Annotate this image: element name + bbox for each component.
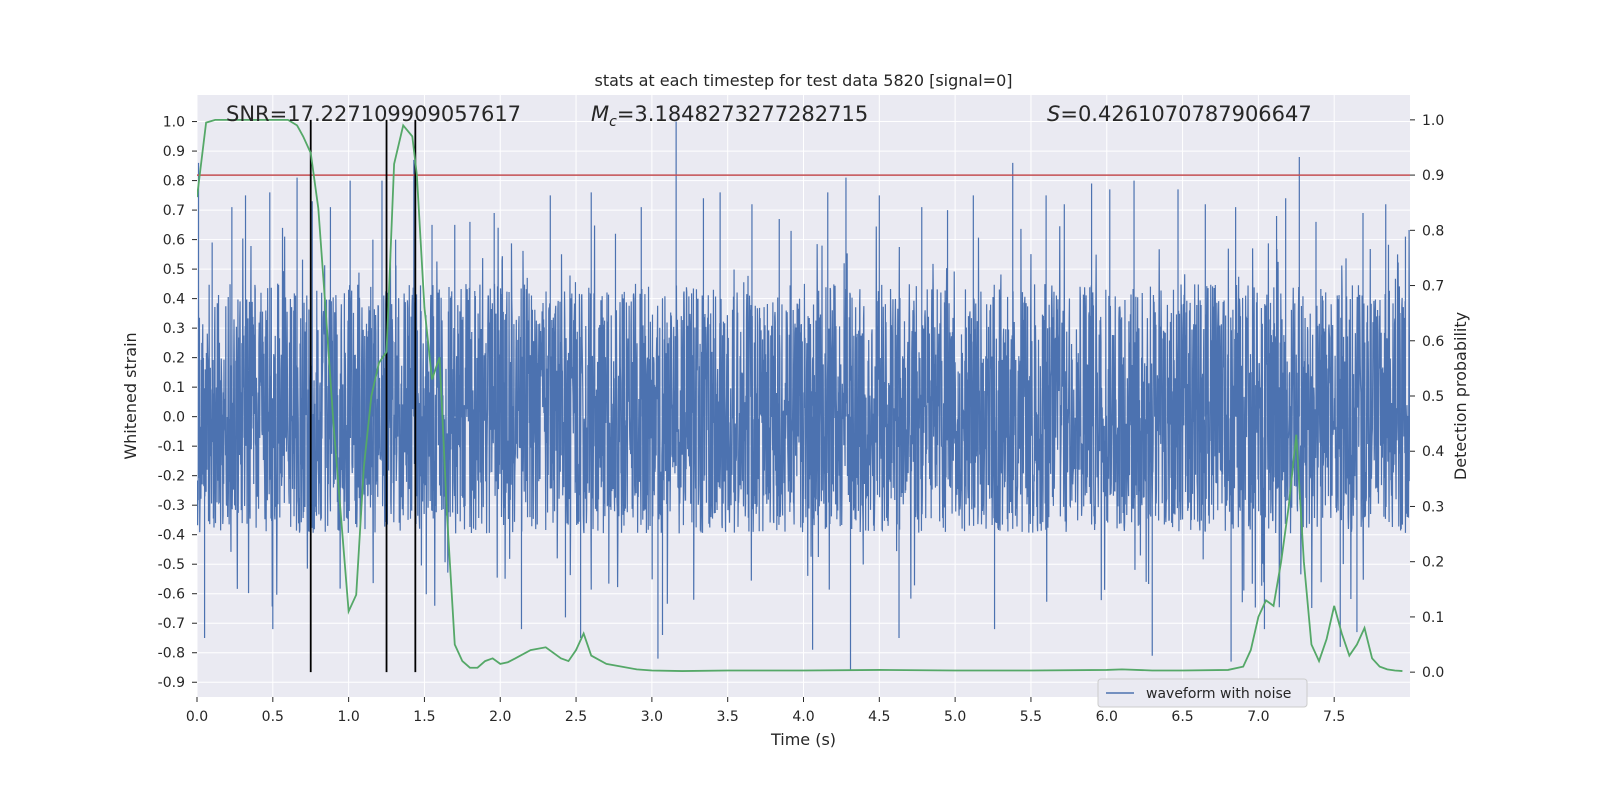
overlay-lines bbox=[197, 119, 1410, 673]
x-axis-ticks: 0.0 0.5 1.0 1.5 2.0 2.5 3.0 3.5 4.0 4.5 5.0 5.5 6.0 6… bbox=[186, 697, 1345, 725]
x-tick-label-13: 6.5 bbox=[1171, 709, 1193, 725]
y-tick-label-6: 0.4 bbox=[163, 292, 185, 308]
y-tick-label-14: -0.4 bbox=[158, 528, 185, 544]
chirp-mass-symbol: M bbox=[591, 102, 609, 126]
waveform-line bbox=[197, 121, 1410, 671]
y-tick-label-11: -0.1 bbox=[158, 439, 185, 455]
y-tick-label-5: 0.5 bbox=[163, 262, 185, 278]
x-tick-label-4: 2.0 bbox=[489, 709, 511, 725]
x-tick-label-10: 5.0 bbox=[944, 709, 966, 725]
snr-annotation: SNR=17.227109909057617 bbox=[226, 102, 521, 126]
y-tick-label-13: -0.3 bbox=[158, 498, 185, 514]
chirp-mass-annotation: Mc=3.1848273277282715 bbox=[591, 102, 868, 130]
x-tick-label-15: 7.5 bbox=[1323, 709, 1345, 725]
y2-tick-label-7: 0.3 bbox=[1422, 499, 1444, 515]
s-symbol: S bbox=[1047, 102, 1060, 126]
x-tick-label-9: 4.5 bbox=[868, 709, 890, 725]
y2-tick-label-2: 0.8 bbox=[1422, 223, 1444, 239]
y2-tick-label-4: 0.6 bbox=[1422, 334, 1444, 350]
y2-tick-label-0: 1.0 bbox=[1422, 113, 1444, 129]
x-tick-label-12: 6.0 bbox=[1096, 709, 1118, 725]
y-tick-label-17: -0.7 bbox=[158, 616, 185, 632]
y2-tick-label-8: 0.2 bbox=[1422, 555, 1444, 571]
x-tick-label-14: 7.0 bbox=[1247, 709, 1269, 725]
x-tick-label-1: 0.5 bbox=[262, 709, 284, 725]
s-value: =0.4261070787906647 bbox=[1060, 102, 1311, 126]
y-tick-label-8: 0.2 bbox=[163, 351, 185, 367]
y2-tick-label-5: 0.5 bbox=[1422, 389, 1444, 405]
x-tick-label-6: 3.0 bbox=[641, 709, 663, 725]
y-tick-label-3: 0.7 bbox=[163, 203, 185, 219]
x-tick-label-5: 2.5 bbox=[565, 709, 587, 725]
y-tick-label-18: -0.8 bbox=[158, 646, 185, 662]
legend-box bbox=[1097, 678, 1308, 708]
x-tick-label-11: 5.5 bbox=[1020, 709, 1042, 725]
chart-title: stats at each timestep for test data 582… bbox=[594, 71, 1012, 90]
y-tick-label-12: -0.2 bbox=[158, 469, 185, 485]
y2-tick-label-6: 0.4 bbox=[1422, 444, 1444, 460]
y-tick-label-4: 0.6 bbox=[163, 233, 185, 249]
x-tick-label-2: 1.0 bbox=[337, 709, 359, 725]
legend-entry-waveform: waveform with noise bbox=[1146, 686, 1291, 702]
x-tick-label-8: 4.0 bbox=[792, 709, 814, 725]
y2-axis-label: Detection probability bbox=[1451, 312, 1470, 480]
y-tick-label-2: 0.8 bbox=[163, 174, 185, 190]
legend: waveform with noise bbox=[1097, 678, 1308, 708]
probability-series bbox=[197, 118, 1403, 672]
chirp-mass-value: =3.1848273277282715 bbox=[617, 102, 868, 126]
waveform-series bbox=[197, 121, 1410, 671]
y-axis-label: Whitened strain bbox=[121, 332, 140, 459]
y2-tick-label-10: 0.0 bbox=[1422, 665, 1444, 681]
y2-tick-label-1: 0.9 bbox=[1422, 168, 1444, 184]
y-tick-label-10: 0.0 bbox=[163, 410, 185, 426]
y2-tick-label-9: 0.1 bbox=[1422, 610, 1444, 626]
s-annotation: S=0.4261070787906647 bbox=[1047, 102, 1312, 126]
x-tick-label-7: 3.5 bbox=[717, 709, 739, 725]
y-tick-label-7: 0.3 bbox=[163, 321, 185, 337]
probability-line bbox=[197, 118, 1403, 672]
x-tick-label-3: 1.5 bbox=[413, 709, 435, 725]
y-tick-label-19: -0.9 bbox=[158, 675, 185, 691]
y-axis-ticks: 1.0 0.9 0.8 0.7 0.6 0.5 0.4 0.3 0.2 0.1 0.0 -0.1 -0.… bbox=[158, 115, 197, 691]
y-tick-label-9: 0.1 bbox=[163, 380, 185, 396]
y2-axis-ticks: 1.0 0.9 0.8 0.7 0.6 0.5 0.4 0.3 0.2 0.1 0.0 bbox=[1410, 113, 1444, 681]
x-axis-label: Time (s) bbox=[770, 730, 836, 749]
y-tick-label-16: -0.6 bbox=[158, 587, 185, 603]
y2-tick-label-3: 0.7 bbox=[1422, 279, 1444, 295]
chirp-mass-subscript: c bbox=[609, 114, 617, 130]
y-tick-label-0: 1.0 bbox=[163, 115, 185, 131]
y-tick-label-1: 0.9 bbox=[163, 144, 185, 160]
y-tick-label-15: -0.5 bbox=[158, 557, 185, 573]
x-tick-label-0: 0.0 bbox=[186, 709, 208, 725]
